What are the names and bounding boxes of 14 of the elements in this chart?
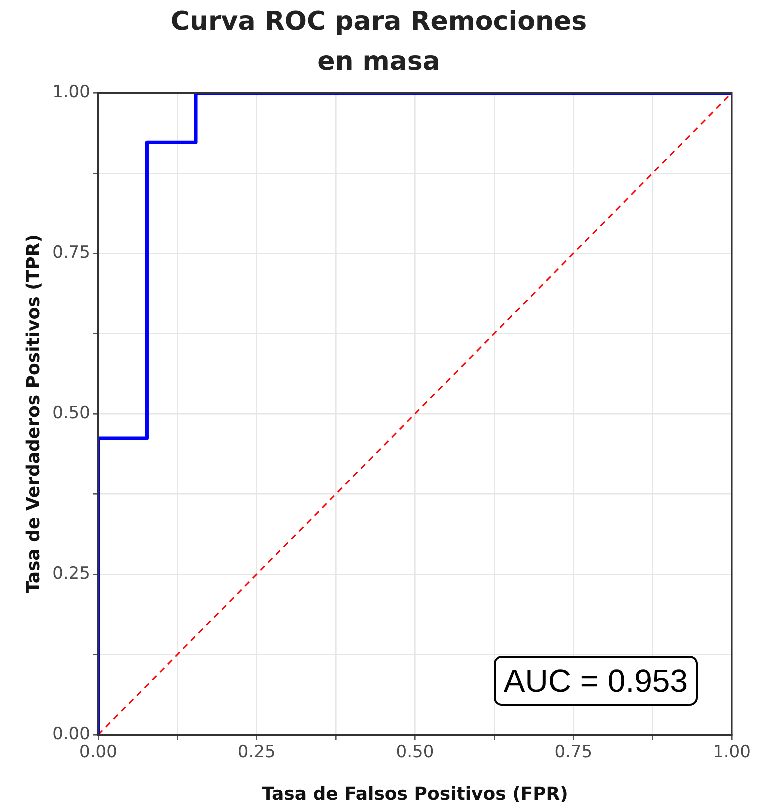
chart-title: Curva ROC para Remociones en masa: [170, 6, 588, 79]
annotation: AUC = 0.953: [494, 656, 698, 706]
y-tick-label: 0.50: [52, 404, 90, 424]
x-tick-label: 0.25: [238, 742, 276, 763]
y-axis-title: Tasa de Verdaderos Positivos (TPR): [23, 234, 44, 594]
x-tick-label: 0.00: [80, 742, 118, 763]
x-tick-label: 0.50: [396, 742, 434, 763]
x-tick-label: 0.75: [554, 742, 593, 763]
x-tick-label: 1.00: [713, 742, 751, 763]
y-tick-label: 0.75: [52, 243, 90, 264]
y-tick-label: 0.00: [52, 724, 90, 744]
y-tick-label: 1.00: [52, 82, 90, 103]
x-axis-title: Tasa de Falsos Positivos (FPR): [262, 784, 568, 805]
y-tick-label: 0.25: [52, 564, 90, 584]
